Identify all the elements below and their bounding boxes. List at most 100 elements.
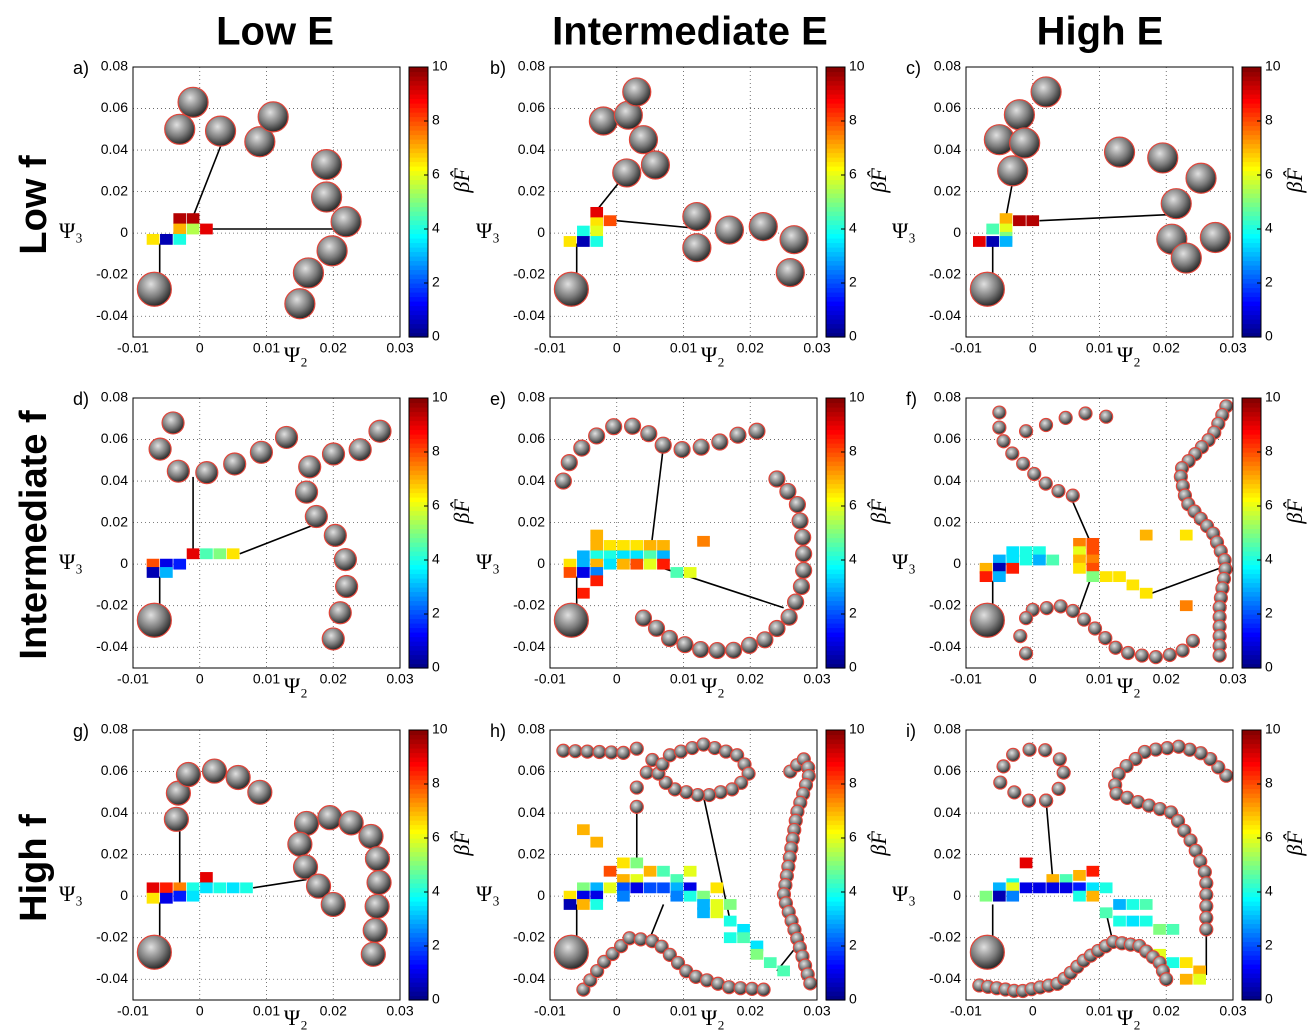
- panel-label: e): [490, 389, 506, 409]
- colorbar-slice: [409, 591, 428, 597]
- heat-cell: [1086, 554, 1100, 566]
- y-tick-label: -0.02: [513, 928, 545, 944]
- colorbar-slice: [409, 865, 428, 871]
- colorbar-slice: [826, 991, 845, 997]
- colorbar-tick-label: 4: [432, 883, 440, 899]
- colorbar-slice: [826, 973, 845, 979]
- colorbar-slice: [1242, 730, 1261, 736]
- sphere: [692, 438, 710, 456]
- y-tick-label: -0.04: [929, 970, 961, 986]
- sphere: [244, 126, 276, 158]
- colorbar-slice: [826, 650, 845, 656]
- sphere: [364, 846, 391, 872]
- colorbar-slice: [1242, 274, 1261, 280]
- colorbar-tick-label: 4: [849, 551, 857, 567]
- sphere: [287, 831, 313, 857]
- colorbar-slice: [1242, 319, 1261, 325]
- y-tick-label: 0.04: [101, 472, 128, 488]
- sphere: [1199, 221, 1231, 254]
- heat-cell: [160, 567, 173, 578]
- colorbar-slice: [409, 537, 428, 543]
- colorbar-slice: [409, 121, 428, 127]
- colorbar-tick-label: 10: [1265, 721, 1281, 737]
- colorbar-tick-label: 10: [1265, 389, 1281, 405]
- sphere: [364, 893, 390, 920]
- colorbar-tick-label: 2: [432, 605, 440, 621]
- colorbar-tick-label: 10: [849, 58, 865, 74]
- sphere: [661, 629, 679, 648]
- colorbar-slice: [1242, 193, 1261, 199]
- colorbar-tick-label: 10: [849, 721, 865, 737]
- colorbar-slice: [1242, 632, 1261, 638]
- colorbar-slice: [409, 596, 428, 602]
- colorbar-slice: [1242, 452, 1261, 458]
- heat-cell: [590, 540, 604, 551]
- sphere: [714, 215, 745, 245]
- colorbar-slice: [826, 551, 845, 557]
- colorbar-slice: [1242, 305, 1261, 311]
- colorbar-slice: [409, 991, 428, 997]
- heat-cell: [750, 940, 764, 952]
- heat-cell: [1073, 562, 1086, 574]
- colorbar-slice: [826, 788, 845, 794]
- sphere: [779, 482, 797, 501]
- colorbar-slice: [1242, 157, 1261, 163]
- colorbar-slice: [826, 411, 845, 417]
- y-tick-label: 0.02: [934, 513, 961, 529]
- colorbar-slice: [826, 152, 845, 158]
- colorbar-slice: [409, 663, 428, 669]
- y-tick-label: -0.02: [96, 928, 128, 944]
- heat-cell: [173, 233, 187, 245]
- y-tick-label: -0.04: [513, 307, 545, 323]
- heat-cell: [670, 874, 684, 885]
- colorbar-slice: [409, 887, 428, 893]
- colorbar-slice: [826, 752, 845, 758]
- colorbar-slice: [826, 937, 845, 943]
- colorbar-slice: [826, 256, 845, 262]
- colorbar-slice: [1242, 775, 1261, 781]
- colorbar-slice: [826, 555, 845, 561]
- sphere: [1038, 476, 1053, 491]
- colorbar-slice: [409, 510, 428, 516]
- sphere: [992, 420, 1007, 435]
- colorbar-tick-label: 0: [1265, 328, 1273, 344]
- y-tick-label: 0: [120, 555, 128, 571]
- sphere: [560, 454, 578, 472]
- sphere: [348, 438, 372, 462]
- colorbar-slice: [1242, 434, 1261, 440]
- row-title: Intermediate f: [13, 410, 55, 660]
- colorbar-slice: [826, 238, 845, 244]
- sphere: [673, 440, 691, 459]
- colorbar-slice: [1242, 851, 1261, 857]
- sphere: [201, 758, 228, 784]
- colorbar-label: βF̂: [1282, 831, 1307, 857]
- sphere: [604, 745, 619, 760]
- colorbar-slice: [409, 797, 428, 803]
- sphere: [1018, 611, 1034, 626]
- colorbar-slice: [409, 425, 428, 431]
- column-title: Low E: [216, 10, 334, 54]
- colorbar-slice: [826, 582, 845, 588]
- sphere: [628, 125, 659, 155]
- colorbar-slice: [1242, 292, 1261, 298]
- heat-cell: [1126, 899, 1140, 910]
- colorbar-slice: [1242, 211, 1261, 217]
- colorbar-slice: [1242, 229, 1261, 235]
- colorbar-slice: [1242, 950, 1261, 956]
- sphere: [360, 941, 386, 967]
- colorbar-slice: [1242, 793, 1261, 799]
- colorbar-slice: [409, 157, 428, 163]
- colorbar-slice: [409, 555, 428, 561]
- sphere: [1147, 142, 1179, 174]
- sphere: [629, 780, 644, 795]
- sphere: [316, 235, 348, 267]
- colorbar-tick-label: 2: [1265, 605, 1273, 621]
- colorbar-slice: [1242, 184, 1261, 190]
- colorbar-slice: [409, 811, 428, 817]
- colorbar-slice: [1242, 492, 1261, 498]
- heat-cell: [643, 882, 657, 894]
- colorbar-slice: [409, 775, 428, 781]
- heat-cell: [1073, 869, 1086, 881]
- panel: -0.01 0 0.01 0.02 0.03 -0.04 -0.02 0 0.02 0.04 0.0…: [476, 389, 891, 698]
- sphere: [294, 480, 319, 504]
